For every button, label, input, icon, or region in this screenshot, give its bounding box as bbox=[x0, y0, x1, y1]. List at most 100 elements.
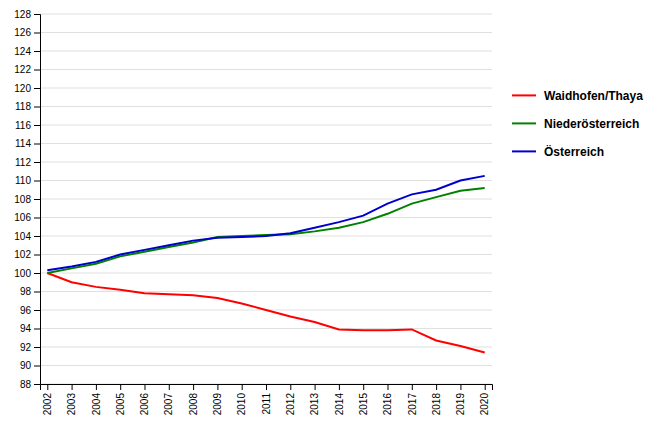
grid-line bbox=[40, 217, 492, 218]
x-tick: 2007 bbox=[163, 384, 174, 415]
y-tick-mark bbox=[34, 199, 40, 200]
grid-line bbox=[40, 143, 492, 144]
chart: 2002200320042005200620072008200920102011… bbox=[0, 0, 667, 430]
x-tick-label: 2016 bbox=[382, 393, 393, 416]
y-tick-label: 106 bbox=[14, 212, 31, 223]
x-tick-mark bbox=[120, 384, 121, 390]
y-tick-mark bbox=[34, 366, 40, 367]
x-tick-label: 2002 bbox=[42, 393, 53, 416]
x-tick: 2008 bbox=[188, 384, 199, 415]
x-tick-label: 2005 bbox=[115, 393, 126, 416]
y-tick: 106 bbox=[14, 212, 40, 223]
grid-line bbox=[40, 51, 492, 52]
grid-line bbox=[40, 125, 492, 126]
x-tick: 2013 bbox=[309, 384, 320, 415]
x-tick-mark bbox=[460, 384, 461, 390]
y-tick-label: 100 bbox=[14, 268, 31, 279]
x-tick-label: 2015 bbox=[358, 393, 369, 416]
y-tick-mark bbox=[34, 144, 40, 145]
y-tick: 118 bbox=[15, 101, 40, 112]
y-tick-mark bbox=[34, 88, 40, 89]
grid-line bbox=[40, 254, 492, 255]
y-tick-mark bbox=[34, 273, 40, 274]
x-tick-mark bbox=[193, 384, 194, 390]
x-tick-mark bbox=[47, 384, 48, 390]
y-tick-mark bbox=[34, 329, 40, 330]
x-tick-mark bbox=[242, 384, 243, 390]
y-tick-label: 104 bbox=[14, 231, 31, 242]
y-tick-mark bbox=[34, 33, 40, 34]
x-tick: 2020 bbox=[479, 384, 490, 415]
grid-line bbox=[40, 365, 492, 366]
x-tick: 2004 bbox=[91, 384, 102, 415]
legend-swatch bbox=[512, 122, 536, 124]
y-tick-label: 98 bbox=[20, 286, 32, 297]
y-tick-mark bbox=[34, 347, 40, 348]
x-tick: 2017 bbox=[407, 384, 418, 415]
x-tick-mark bbox=[436, 384, 437, 390]
plot: 2002200320042005200620072008200920102011… bbox=[14, 9, 492, 416]
x-axis-line bbox=[41, 385, 493, 391]
y-tick-label: 114 bbox=[15, 138, 31, 149]
y-axis-line bbox=[34, 15, 41, 385]
x-tick: 2003 bbox=[66, 384, 77, 415]
y-tick-mark bbox=[34, 125, 40, 126]
y-tick: 98 bbox=[20, 286, 40, 297]
y-tick-mark bbox=[34, 236, 40, 237]
y-tick-label: 124 bbox=[14, 46, 31, 57]
grid bbox=[40, 14, 492, 384]
grid-line bbox=[40, 88, 492, 89]
x-tick-label: 2007 bbox=[163, 393, 174, 416]
y-tick-mark bbox=[34, 310, 40, 311]
y-tick: 120 bbox=[14, 83, 40, 94]
x-tick: 2006 bbox=[139, 384, 150, 415]
legend-label: Österreich bbox=[544, 144, 604, 159]
grid-line bbox=[40, 328, 492, 329]
y-tick-mark bbox=[34, 51, 40, 52]
legend-item: Waidhofen/Thaya bbox=[512, 89, 643, 103]
y-tick: 114 bbox=[15, 138, 40, 149]
grid-line bbox=[40, 273, 492, 274]
x-tick-mark bbox=[96, 384, 97, 390]
y-tick: 94 bbox=[20, 323, 40, 334]
y-tick-mark bbox=[34, 384, 40, 385]
y-tick: 126 bbox=[14, 27, 40, 38]
y-tick-mark bbox=[34, 162, 40, 163]
x-tick-mark bbox=[266, 384, 267, 390]
x-axis: 2002200320042005200620072008200920102011… bbox=[41, 384, 493, 415]
x-tick-mark bbox=[144, 384, 145, 390]
y-tick: 122 bbox=[14, 64, 40, 75]
x-tick-mark bbox=[412, 384, 413, 390]
x-tick-mark bbox=[290, 384, 291, 390]
series-line bbox=[47, 273, 484, 353]
legend-label: Niederösterreich bbox=[544, 117, 639, 131]
lines bbox=[47, 176, 484, 353]
y-tick-label: 90 bbox=[20, 360, 32, 371]
legend: Waidhofen/Thaya Niederösterreich Österreic… bbox=[512, 89, 643, 159]
y-tick-label: 110 bbox=[15, 175, 31, 186]
x-tick: 2019 bbox=[455, 384, 466, 415]
y-tick-label: 122 bbox=[14, 64, 31, 75]
grid-line bbox=[40, 180, 492, 181]
series-line bbox=[47, 188, 484, 273]
y-tick-mark bbox=[34, 70, 40, 71]
y-tick-label: 102 bbox=[14, 249, 31, 260]
x-tick-mark bbox=[363, 384, 364, 390]
x-tick: 2014 bbox=[334, 384, 345, 415]
y-tick-label: 112 bbox=[15, 157, 31, 168]
y-tick: 116 bbox=[15, 120, 40, 131]
y-tick: 112 bbox=[15, 157, 40, 168]
y-tick-label: 88 bbox=[20, 379, 32, 390]
x-tick: 2010 bbox=[236, 384, 247, 415]
legend-label: Waidhofen/Thaya bbox=[544, 89, 643, 103]
y-tick-label: 92 bbox=[20, 342, 32, 353]
y-tick: 104 bbox=[14, 231, 40, 242]
x-tick-label: 2018 bbox=[431, 393, 442, 416]
y-tick: 124 bbox=[14, 46, 40, 57]
y-tick-mark bbox=[34, 14, 40, 15]
x-tick-label: 2019 bbox=[455, 393, 466, 416]
y-tick: 88 bbox=[20, 379, 40, 390]
x-tick-mark bbox=[388, 384, 389, 390]
x-tick: 2016 bbox=[382, 384, 393, 415]
grid-line bbox=[40, 32, 492, 33]
